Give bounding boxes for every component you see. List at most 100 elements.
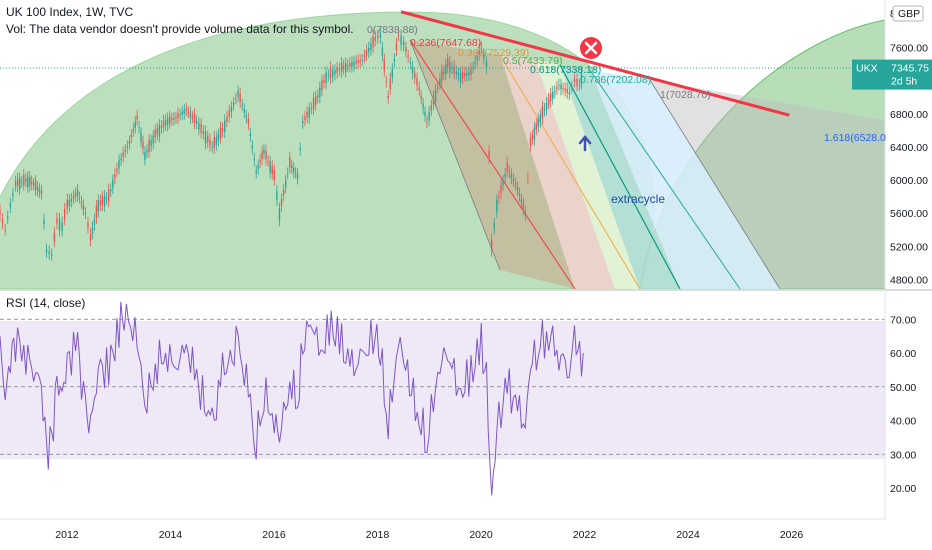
price-candle	[68, 199, 71, 207]
main-pane[interactable]	[0, 11, 885, 289]
price-candle	[504, 174, 506, 177]
price-candle	[347, 64, 349, 67]
price-candle	[470, 68, 472, 75]
price-candle	[338, 68, 341, 71]
price-candle	[374, 37, 376, 41]
time-axis-tick: 2014	[159, 529, 183, 541]
price-candle	[418, 87, 420, 91]
price-candle	[245, 115, 248, 118]
price-candle	[175, 117, 177, 119]
price-candle	[38, 189, 41, 193]
price-candle	[539, 115, 542, 122]
price-candle	[249, 133, 252, 137]
price-candle	[549, 93, 552, 102]
price-candle	[95, 205, 98, 219]
price-candle	[459, 72, 462, 83]
price-candle	[468, 71, 470, 76]
price-candle	[48, 251, 50, 254]
price-candle	[414, 72, 416, 78]
price-candle	[0, 210, 1, 216]
price-candle	[23, 174, 25, 185]
fib-level-label: 0(7838.88)	[367, 24, 418, 36]
price-candle	[383, 59, 385, 71]
price-candle	[554, 90, 556, 93]
price-candle	[156, 128, 159, 135]
price-candle	[464, 73, 466, 76]
price-candle	[134, 121, 136, 128]
chart-title: UK 100 Index, 1W, TVC	[6, 5, 134, 19]
rsi-axis-tick: 50.00	[890, 382, 916, 394]
price-candle	[357, 59, 359, 63]
price-candle	[43, 219, 45, 225]
price-candle	[355, 60, 357, 64]
price-tag-countdown: 2d 5h	[891, 76, 917, 88]
price-candle	[457, 73, 460, 77]
price-candle	[198, 123, 200, 130]
price-candle	[25, 179, 27, 182]
price-candle	[461, 71, 464, 79]
price-candle	[144, 152, 146, 160]
rsi-pane[interactable]	[0, 321, 885, 459]
price-candle	[424, 112, 426, 117]
price-candle	[449, 61, 451, 73]
fib-level-label: 0.236(7647.68)	[410, 37, 481, 49]
price-candle	[379, 33, 382, 38]
price-candle	[177, 113, 179, 119]
price-candle	[116, 168, 118, 172]
price-candle	[237, 90, 239, 97]
price-candle	[332, 70, 334, 77]
price-candle	[439, 78, 441, 84]
price-candle	[564, 88, 566, 91]
price-candle	[493, 223, 495, 229]
price-candle	[126, 146, 129, 148]
price-candle	[291, 165, 293, 169]
price-candle	[273, 170, 275, 180]
price-candle	[140, 133, 142, 142]
price-candle	[219, 127, 222, 138]
price-candle	[183, 109, 185, 114]
price-candle	[478, 48, 480, 55]
price-candle	[422, 103, 424, 109]
price-candle	[226, 117, 228, 122]
price-candle	[107, 189, 110, 202]
time-axis-tick: 2024	[676, 529, 700, 541]
price-candle	[1, 218, 4, 224]
price-candle	[317, 95, 319, 98]
fib-fan-zone-5	[590, 70, 780, 289]
price-axis-tick: 6800.00	[890, 109, 928, 121]
price-candle	[70, 198, 73, 202]
price-candle	[152, 135, 154, 144]
price-candle	[445, 64, 447, 75]
price-candle	[340, 62, 343, 72]
price-candle	[82, 205, 85, 210]
price-candle	[251, 145, 254, 149]
price-candle	[428, 111, 430, 121]
price-candle	[466, 73, 468, 76]
rsi-axis-tick: 60.00	[890, 348, 916, 360]
price-candle	[385, 81, 387, 83]
price-candle	[261, 151, 263, 160]
price-candle	[566, 88, 568, 94]
price-candle	[232, 102, 235, 105]
price-axis-tick: 6000.00	[890, 175, 928, 187]
price-candle	[276, 190, 278, 201]
price-candle	[302, 121, 304, 124]
price-candle	[99, 200, 102, 206]
price-candle	[345, 63, 347, 72]
time-axis-tick: 2016	[262, 529, 286, 541]
price-candle	[524, 211, 527, 216]
price-candle	[255, 171, 257, 173]
price-candle	[40, 190, 43, 194]
price-candle	[221, 128, 224, 132]
price-candle	[76, 190, 79, 197]
price-candle	[411, 66, 414, 74]
price-candle	[312, 97, 315, 110]
price-axis-tick: 5600.00	[890, 208, 928, 220]
price-candle	[545, 102, 548, 110]
price-candle	[230, 107, 233, 113]
price-candle	[239, 93, 241, 103]
price-candle	[84, 213, 87, 215]
fib-level-label: 1(7028.70)	[660, 89, 711, 101]
price-candle	[580, 72, 583, 84]
